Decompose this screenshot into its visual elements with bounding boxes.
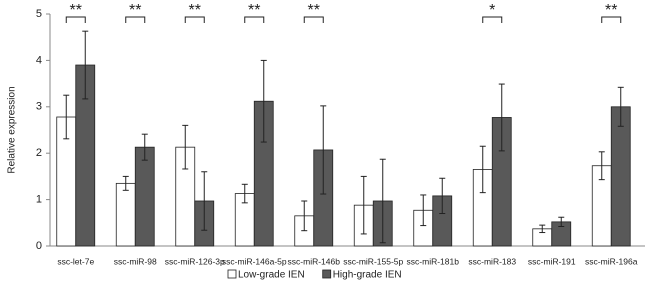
x-tick-label: ssc-miR-196a <box>585 256 638 266</box>
significance-bracket <box>125 16 146 23</box>
significance-bracket <box>65 16 86 23</box>
error-bar <box>201 171 208 231</box>
error-bar <box>439 177 446 215</box>
error-bar <box>598 151 605 181</box>
x-tick-label: ssc-miR-146b <box>288 256 341 266</box>
x-tick-label: ssc-miR-155-5p <box>343 256 403 266</box>
error-bar <box>360 175 367 235</box>
x-tick-label: ssc-miR-183 <box>468 256 516 266</box>
error-bar <box>260 59 267 143</box>
error-bar <box>241 183 248 204</box>
error-bar <box>141 133 148 161</box>
error-bar <box>479 145 486 194</box>
error-bar <box>182 124 189 170</box>
error-bar <box>63 94 70 140</box>
legend-swatch <box>322 269 332 279</box>
bar <box>134 146 155 247</box>
significance-label: ** <box>308 2 320 19</box>
legend-label: Low-grade IEN <box>238 270 305 281</box>
legend-label: High-grade IEN <box>333 270 402 281</box>
error-bar <box>617 86 624 127</box>
error-bar <box>420 194 427 227</box>
error-bar <box>122 175 129 191</box>
x-tick-label: ssc-miR-191 <box>528 256 576 266</box>
y-tick-label: 2 <box>36 147 42 159</box>
significance-label: ** <box>605 2 617 19</box>
significance-bracket <box>482 16 503 23</box>
significance-bracket <box>601 16 622 23</box>
error-bar <box>539 224 546 234</box>
significance-bracket <box>184 16 205 23</box>
x-tick-label: ssc-miR-146a-5p <box>222 256 287 266</box>
significance-bracket <box>244 16 265 23</box>
significance-label: ** <box>70 2 82 19</box>
significance-label: ** <box>189 2 201 19</box>
significance-label: ** <box>129 2 141 19</box>
error-bar <box>558 216 565 228</box>
bar <box>610 106 631 247</box>
x-tick-label: ssc-miR-126-3p <box>165 256 225 266</box>
error-bar <box>379 158 386 244</box>
significance-label: * <box>489 2 495 19</box>
y-tick-label: 3 <box>36 101 42 113</box>
error-bar <box>320 105 327 195</box>
significance-label: ** <box>248 2 260 19</box>
y-tick-label: 5 <box>36 8 42 20</box>
error-bar <box>498 83 505 152</box>
legend-swatch <box>227 269 237 279</box>
x-tick-label: ssc-miR-181b <box>407 256 460 266</box>
error-bar <box>301 200 308 232</box>
significance-bracket <box>303 16 324 23</box>
bar <box>115 182 136 247</box>
x-tick-label: ssc-let-7e <box>57 256 94 266</box>
y-tick-label: 4 <box>36 54 42 66</box>
x-tick-label: ssc-miR-98 <box>114 256 157 266</box>
error-bar <box>82 30 89 100</box>
y-axis-label: Relative expression <box>7 86 18 173</box>
y-tick-label: 0 <box>36 240 42 252</box>
y-tick-label: 1 <box>36 194 42 206</box>
